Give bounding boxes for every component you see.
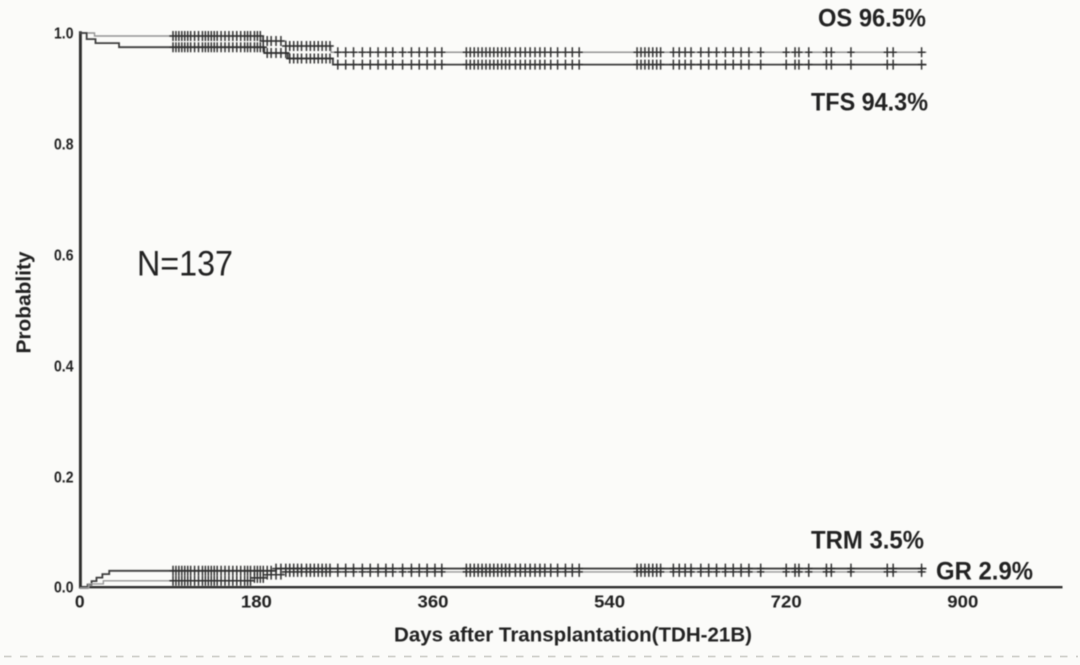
series-label-tfs: TFS 94.3% bbox=[811, 89, 928, 117]
series-label-gr: GR 2.9% bbox=[936, 558, 1033, 586]
y-tick-labels: 1.0 0.8 0.6 0.4 0.2 0.0 bbox=[54, 26, 74, 597]
censor-marks bbox=[169, 31, 926, 586]
x-tick-180: 180 bbox=[241, 592, 272, 612]
x-tick-0: 0 bbox=[75, 592, 85, 612]
y-tick-0.0: 0.0 bbox=[54, 580, 74, 597]
x-tick-360: 360 bbox=[418, 592, 449, 612]
series-label-os: OS 96.5% bbox=[818, 5, 926, 33]
x-tick-540: 540 bbox=[594, 592, 625, 612]
y-tick-0.4: 0.4 bbox=[54, 359, 74, 376]
y-tick-1.0: 1.0 bbox=[54, 26, 74, 43]
axes bbox=[78, 31, 1063, 589]
sample-size-label: N=137 bbox=[137, 244, 233, 284]
x-tick-labels: 0 180 360 540 720 900 bbox=[75, 592, 979, 612]
y-tick-0.6: 0.6 bbox=[54, 248, 74, 265]
series-label-trm: TRM 3.5% bbox=[811, 527, 924, 555]
y-tick-0.8: 0.8 bbox=[54, 137, 74, 154]
y-axis-title: Probablity bbox=[14, 251, 36, 354]
x-tick-720: 720 bbox=[771, 592, 802, 612]
x-tick-900: 900 bbox=[947, 592, 978, 612]
x-axis-title: Days after Transplantation(TDH-21B) bbox=[394, 624, 752, 647]
censor-marks-tfs bbox=[169, 42, 926, 70]
y-tick-0.2: 0.2 bbox=[54, 470, 74, 487]
censor-marks-os bbox=[169, 31, 926, 58]
censor-marks-gr bbox=[169, 566, 926, 586]
